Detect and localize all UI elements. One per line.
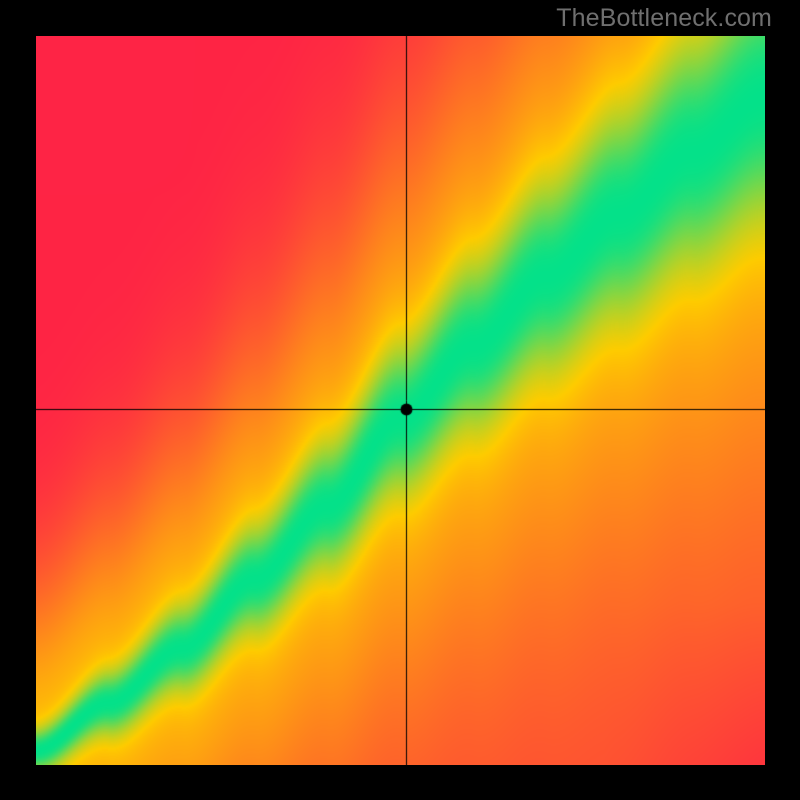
bottleneck-heatmap [36,36,765,765]
chart-frame: TheBottleneck.com [0,0,800,800]
watermark-text: TheBottleneck.com [556,4,772,33]
